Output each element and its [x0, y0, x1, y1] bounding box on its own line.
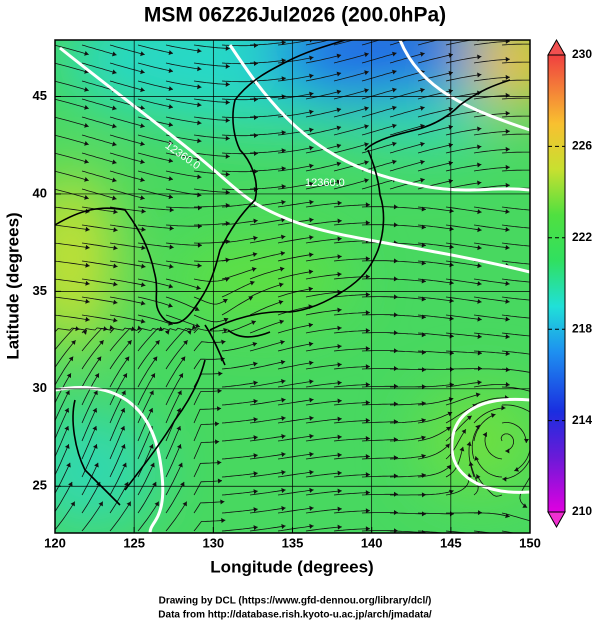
- y-tick-label: 30: [33, 380, 47, 395]
- credit: Data from http://database.rish.kyoto-u.a…: [158, 610, 432, 621]
- streamline-arrow: [534, 96, 538, 101]
- x-tick-label: 130: [202, 535, 224, 550]
- streamline-arrow: [540, 452, 545, 456]
- streamline-arrow: [533, 371, 537, 376]
- streamline-arrow: [533, 390, 538, 395]
- y-tick-label: 45: [33, 88, 47, 103]
- streamline-arrow: [534, 168, 538, 173]
- y-tick-label: 35: [33, 283, 47, 298]
- streamline-arrow: [534, 150, 538, 155]
- x-tick-label: 145: [440, 535, 462, 550]
- streamline-arrow: [534, 60, 538, 65]
- x-axis-label: Longitude (degrees): [210, 557, 373, 576]
- streamline-arrow: [534, 226, 538, 231]
- y-tick-label: 25: [33, 478, 47, 493]
- streamline-arrow: [534, 114, 538, 119]
- streamline: [530, 423, 542, 456]
- streamline-arrow: [534, 132, 538, 137]
- x-tick-label: 135: [282, 535, 304, 550]
- colorbar-tick-label: 218: [572, 321, 592, 335]
- contour-label: 12360.0: [305, 177, 345, 189]
- x-tick-label: 120: [44, 535, 66, 550]
- colorbar-tick-label: 226: [572, 139, 592, 153]
- streamline-arrow: [534, 208, 538, 213]
- streamline-arrow: [534, 280, 538, 285]
- streamline-arrow: [531, 411, 536, 415]
- colorbar-extend-top: [548, 40, 565, 55]
- streamline-arrow: [533, 352, 537, 357]
- streamline-arrow: [534, 186, 538, 191]
- streamline-arrow: [449, 35, 453, 40]
- streamline-arrow: [392, 34, 397, 39]
- title: MSM 06Z26Jul2026 (200.0hPa): [144, 4, 446, 27]
- streamline-arrow: [364, 34, 369, 39]
- x-tick-label: 125: [123, 535, 145, 550]
- streamline-arrow: [562, 45, 566, 50]
- streamline-arrow: [534, 334, 538, 339]
- streamline-arrow: [534, 244, 538, 249]
- credit: Drawing by DCL (https://www.gfd-dennou.o…: [159, 596, 432, 607]
- y-axis-label: Latitude (degrees): [3, 212, 22, 359]
- x-tick-label: 150: [519, 535, 541, 550]
- streamline-arrow: [420, 34, 425, 39]
- streamline-arrow: [534, 316, 538, 321]
- streamline-arrow: [562, 533, 566, 538]
- streamline-arrow: [534, 298, 538, 303]
- field: [20, 0, 570, 539]
- streamline-arrow: [532, 519, 536, 524]
- colorbar-tick-label: 214: [572, 413, 592, 427]
- streamline-arrow: [534, 262, 538, 267]
- streamline-arrow: [534, 78, 538, 83]
- y-tick-label: 40: [33, 185, 47, 200]
- colorbar-tick-label: 230: [572, 47, 592, 61]
- colorbar-extend-bottom: [548, 512, 565, 527]
- x-tick-label: 140: [361, 535, 383, 550]
- colorbar: [548, 55, 565, 512]
- colorbar-tick-label: 210: [572, 504, 592, 518]
- streamline-arrow: [534, 42, 538, 47]
- colorbar-tick-label: 222: [572, 230, 592, 244]
